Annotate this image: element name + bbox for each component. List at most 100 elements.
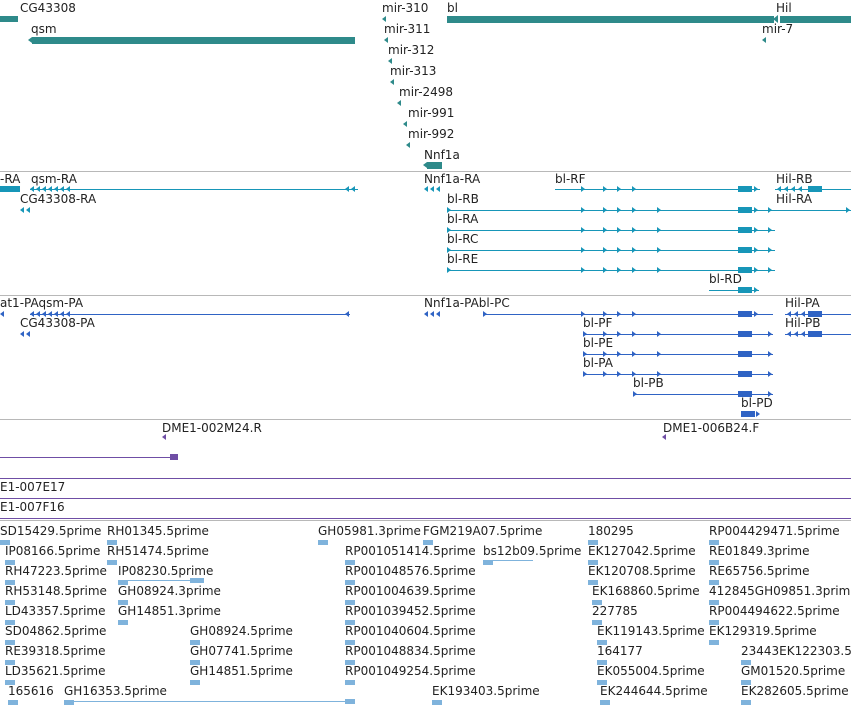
gene-label[interactable]: mir-991 <box>408 106 455 120</box>
cdna-feature[interactable] <box>432 700 442 705</box>
protein-feature[interactable] <box>741 411 755 417</box>
cdna-label[interactable]: RP001051414.5prime <box>345 544 476 558</box>
cdna-label[interactable]: EK119143.5prime <box>597 624 705 638</box>
transcript-feature[interactable] <box>808 186 822 192</box>
protein-label[interactable]: bl-PF <box>583 316 613 330</box>
cdna-label[interactable]: EK120708.5prime <box>588 564 696 578</box>
cdna-feature[interactable] <box>588 540 598 545</box>
cdna-feature[interactable] <box>5 660 15 665</box>
cdna-feature[interactable] <box>118 600 128 605</box>
cdna-label[interactable]: bs12b09.5prime <box>483 544 582 558</box>
clone-label[interactable]: DME1-002M24.R <box>162 421 262 435</box>
cdna-label[interactable]: LD35621.5prime <box>5 664 106 678</box>
transcript-feature[interactable] <box>447 230 775 231</box>
protein-feature[interactable] <box>30 314 350 315</box>
cdna-feature[interactable] <box>8 700 18 705</box>
cdna-label[interactable]: EK193403.5prime <box>432 684 540 698</box>
transcript-label[interactable]: bl-RE <box>447 252 479 266</box>
cdna-feature[interactable] <box>709 640 719 645</box>
protein-feature[interactable] <box>583 334 773 335</box>
clone-label[interactable]: E1-007E17 <box>0 480 66 494</box>
cdna-feature[interactable] <box>741 700 751 705</box>
protein-label[interactable]: CG43308-PA <box>20 316 95 330</box>
cdna-feature[interactable] <box>64 700 74 705</box>
cdna-label[interactable]: GH16353.5prime <box>64 684 167 698</box>
gene-label[interactable]: mir-313 <box>390 64 437 78</box>
protein-feature[interactable] <box>808 311 822 317</box>
cdna-label[interactable]: SD04862.5prime <box>5 624 107 638</box>
cdna-label[interactable]: RE65756.5prime <box>709 564 810 578</box>
cdna-label[interactable]: EK055004.5prime <box>597 664 705 678</box>
clone-feature[interactable] <box>0 478 851 479</box>
clone-feature[interactable] <box>0 498 851 499</box>
gene-label[interactable]: mir-312 <box>388 43 435 57</box>
clone-feature[interactable] <box>0 518 851 519</box>
cdna-feature[interactable] <box>118 580 128 585</box>
cdna-feature[interactable] <box>588 560 598 565</box>
protein-label[interactable]: Nnf1a-PAbl-PC <box>424 296 510 310</box>
cdna-label[interactable]: RP001049254.5prime <box>345 664 476 678</box>
transcript-label[interactable]: bl-RD <box>709 272 742 286</box>
protein-feature[interactable] <box>483 314 773 315</box>
cdna-feature[interactable] <box>345 600 355 605</box>
cdna-label[interactable]: IP08230.5prime <box>118 564 214 578</box>
cdna-label[interactable]: RP004429471.5prime <box>709 524 840 538</box>
gene-label[interactable]: mir-311 <box>384 22 431 36</box>
cdna-label[interactable]: EK168860.5prime <box>592 584 700 598</box>
cdna-label[interactable]: 164177 <box>597 644 643 658</box>
cdna-feature[interactable] <box>483 560 533 561</box>
transcript-feature[interactable] <box>30 189 358 190</box>
transcript-label[interactable]: Hil-RA <box>776 192 813 206</box>
gene-feature[interactable] <box>447 16 774 23</box>
cdna-feature[interactable] <box>597 640 607 645</box>
cdna-label[interactable]: RP001048576.5prime <box>345 564 476 578</box>
transcript-feature[interactable] <box>555 189 760 190</box>
cdna-label[interactable]: RE39318.5prime <box>5 644 106 658</box>
protein-label[interactable]: at1-PAqsm-PA <box>0 296 84 310</box>
cdna-feature[interactable] <box>190 680 200 685</box>
protein-feature[interactable] <box>738 331 752 337</box>
cdna-feature[interactable] <box>588 580 598 585</box>
transcript-feature[interactable] <box>738 207 752 213</box>
transcript-feature[interactable] <box>447 250 775 251</box>
protein-label[interactable]: bl-PE <box>583 336 614 350</box>
cdna-feature[interactable] <box>709 620 719 625</box>
cdna-feature[interactable] <box>592 600 602 605</box>
cdna-label[interactable]: EK244644.5prime <box>600 684 708 698</box>
cdna-feature[interactable] <box>5 640 15 645</box>
protein-feature[interactable] <box>738 311 752 317</box>
cdna-label[interactable]: 227785 <box>592 604 638 618</box>
cdna-label[interactable]: FGM219A07.5prime <box>423 524 543 538</box>
cdna-label[interactable]: GH08924.3prime <box>118 584 221 598</box>
protein-label[interactable]: Hil-PA <box>785 296 820 310</box>
cdna-feature[interactable] <box>5 600 15 605</box>
cdna-label[interactable]: 412845GH09851.3prime <box>709 584 851 598</box>
gene-label[interactable]: qsm <box>31 22 57 36</box>
cdna-label[interactable]: 180295 <box>588 524 634 538</box>
protein-feature[interactable] <box>738 391 752 397</box>
cdna-feature[interactable] <box>345 640 355 645</box>
gene-label[interactable]: mir-310 <box>382 1 429 15</box>
clone-label[interactable]: E1-007F16 <box>0 500 65 514</box>
gene-feature[interactable] <box>0 16 18 22</box>
cdna-label[interactable]: RH53148.5prime <box>5 584 107 598</box>
cdna-feature[interactable] <box>741 680 751 685</box>
transcript-feature[interactable] <box>738 267 752 273</box>
clone-feature[interactable] <box>170 454 178 460</box>
cdna-feature[interactable] <box>107 560 117 565</box>
cdna-label[interactable]: 23443EK122303.5 <box>741 644 851 658</box>
transcript-label[interactable]: bl-RC <box>447 232 479 246</box>
clone-feature[interactable] <box>0 457 172 458</box>
transcript-feature[interactable] <box>709 290 759 291</box>
cdna-label[interactable]: GH05981.3prime <box>318 524 421 538</box>
cdna-label[interactable]: RP001040604.5prime <box>345 624 476 638</box>
gene-label[interactable]: mir-7 <box>762 22 794 36</box>
transcript-feature[interactable] <box>775 210 851 211</box>
protein-feature[interactable] <box>583 354 773 355</box>
cdna-label[interactable]: GH14851.5prime <box>190 664 293 678</box>
protein-feature[interactable] <box>583 374 773 375</box>
cdna-feature[interactable] <box>709 540 719 545</box>
cdna-label[interactable]: GM01520.5prime <box>741 664 846 678</box>
cdna-feature[interactable] <box>190 660 200 665</box>
transcript-feature[interactable] <box>738 247 752 253</box>
